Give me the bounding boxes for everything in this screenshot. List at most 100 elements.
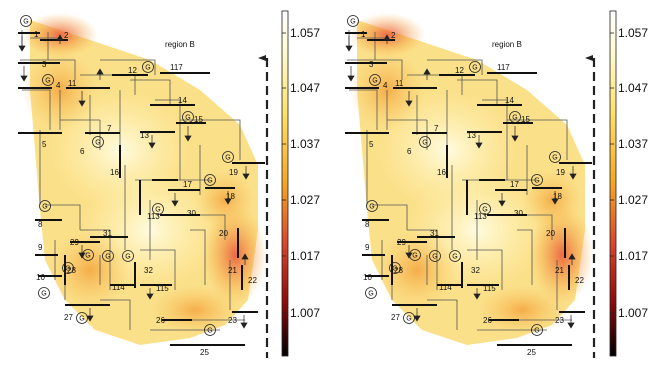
bus-label: 15 <box>521 115 530 124</box>
colorbar-tick-label: 1.027 <box>618 193 648 207</box>
bus-label: 27 <box>64 313 73 322</box>
bus-label: 19 <box>556 168 565 177</box>
generator-icon: G <box>222 151 234 163</box>
bus-label: 31 <box>430 229 439 238</box>
bus-label: 114 <box>112 283 125 292</box>
generator-icon: G <box>82 249 94 261</box>
bus-label: 115 <box>156 284 169 293</box>
generator-icon: G <box>449 250 461 262</box>
generator-icon: G <box>142 61 154 73</box>
bus-label: 23 <box>228 316 237 325</box>
generator-icon: G <box>347 15 359 27</box>
bus-label: 32 <box>144 266 153 275</box>
generator-icon: G <box>479 203 491 215</box>
colorbar-tick-label: 1.017 <box>290 249 320 263</box>
generator-icon: G <box>122 250 134 262</box>
bus-label: 31 <box>103 229 112 238</box>
bus-label: 16 <box>437 168 446 177</box>
generator-icon: G <box>366 200 378 212</box>
generator-icon: G <box>531 324 543 336</box>
generator-icon: G <box>531 174 543 186</box>
bus-label: 11 <box>395 79 404 88</box>
bus-labels: 1 2 3 4 5 6 7 11 12 13 14 15 16 17 18 19… <box>34 30 257 357</box>
generator-icon: G <box>42 74 54 86</box>
svg-text:G: G <box>482 207 487 214</box>
generator-icon: G <box>509 111 521 123</box>
svg-text:G: G <box>392 266 397 273</box>
svg-text:G: G <box>207 178 212 185</box>
bus-label: 21 <box>228 266 237 275</box>
colorbar-tick-label: 1.037 <box>618 137 648 151</box>
svg-text:G: G <box>42 204 47 211</box>
generator-icon: G <box>204 174 216 186</box>
colorbar-tick-label: 1.047 <box>290 81 320 95</box>
bus-label: 12 <box>455 66 464 75</box>
generator-icon: G <box>152 203 164 215</box>
bus-label: 8 <box>38 220 43 229</box>
generator-icon: G <box>429 250 441 262</box>
bus-label: 32 <box>471 266 480 275</box>
bus-label: 22 <box>575 276 584 285</box>
bus-label: 2 <box>391 31 396 40</box>
svg-text:G: G <box>406 316 411 323</box>
boundary-arrow-icon <box>258 55 266 61</box>
generator-icon: G <box>365 287 377 299</box>
bus-label: 28 <box>67 266 76 275</box>
generators: G G G G G G G G G G G G G G G G <box>20 15 234 336</box>
generator-icon: G <box>39 200 51 212</box>
svg-text:G: G <box>534 328 539 335</box>
generator-icon: G <box>469 61 481 73</box>
bus-label: 4 <box>56 81 61 90</box>
colorbar-tick-label: 1.027 <box>290 193 320 207</box>
generator-icon: G <box>389 262 401 274</box>
bus-label: 8 <box>365 220 370 229</box>
colorbar-gradient <box>609 10 617 357</box>
bus-label: 1 <box>34 30 39 39</box>
generators: G G G G G G G G G G G G G G G G <box>347 15 561 336</box>
bus-label: 3 <box>42 60 47 69</box>
svg-text:G: G <box>41 291 46 298</box>
bus-label: 2 <box>64 31 69 40</box>
bus-label: 117 <box>170 63 183 72</box>
svg-text:G: G <box>105 254 110 261</box>
bus-label: 115 <box>483 284 496 293</box>
svg-text:G: G <box>95 140 100 147</box>
bus-label: 5 <box>369 140 374 149</box>
svg-text:G: G <box>65 266 70 273</box>
bus-label: 15 <box>194 115 203 124</box>
svg-text:G: G <box>125 254 130 261</box>
region-label: region B <box>492 40 522 49</box>
svg-text:G: G <box>412 253 417 260</box>
svg-text:G: G <box>45 78 50 85</box>
panel-left: G G G G G G G G G G G G G G G G region B… <box>18 13 269 358</box>
bus-label: 4 <box>383 81 388 90</box>
generator-icon: G <box>38 287 50 299</box>
bus-label: 10 <box>36 273 45 282</box>
bus-label: 1 <box>361 30 366 39</box>
bus-label: 22 <box>248 276 257 285</box>
bus-label: 13 <box>467 131 476 140</box>
bus-label: 13 <box>140 131 149 140</box>
svg-text:G: G <box>79 316 84 323</box>
bus-label: 30 <box>187 209 196 218</box>
svg-text:G: G <box>372 78 377 85</box>
colorbar-tick-label: 1.007 <box>618 306 648 320</box>
svg-text:G: G <box>512 115 517 122</box>
svg-text:G: G <box>85 253 90 260</box>
generator-icon: G <box>92 136 104 148</box>
generator-icon: G <box>204 324 216 336</box>
bus-label: 26 <box>156 316 165 325</box>
bus-label: 19 <box>229 168 238 177</box>
bus-label: 9 <box>38 243 43 252</box>
bus-labels: 1 2 3 4 5 6 7 11 12 13 14 15 16 17 18 19… <box>361 30 584 357</box>
generator-icon: G <box>369 74 381 86</box>
bus-label: 10 <box>363 273 372 282</box>
bus-label: 12 <box>128 66 137 75</box>
generator-icon: G <box>20 15 32 27</box>
region-label: region B <box>165 40 195 49</box>
colorbar-right: 1.057 1.047 1.037 1.027 1.017 1.007 <box>609 10 648 357</box>
svg-text:G: G <box>369 204 374 211</box>
colorbar-tick-label: 1.017 <box>618 249 648 263</box>
svg-text:G: G <box>185 115 190 122</box>
svg-text:G: G <box>422 140 427 147</box>
